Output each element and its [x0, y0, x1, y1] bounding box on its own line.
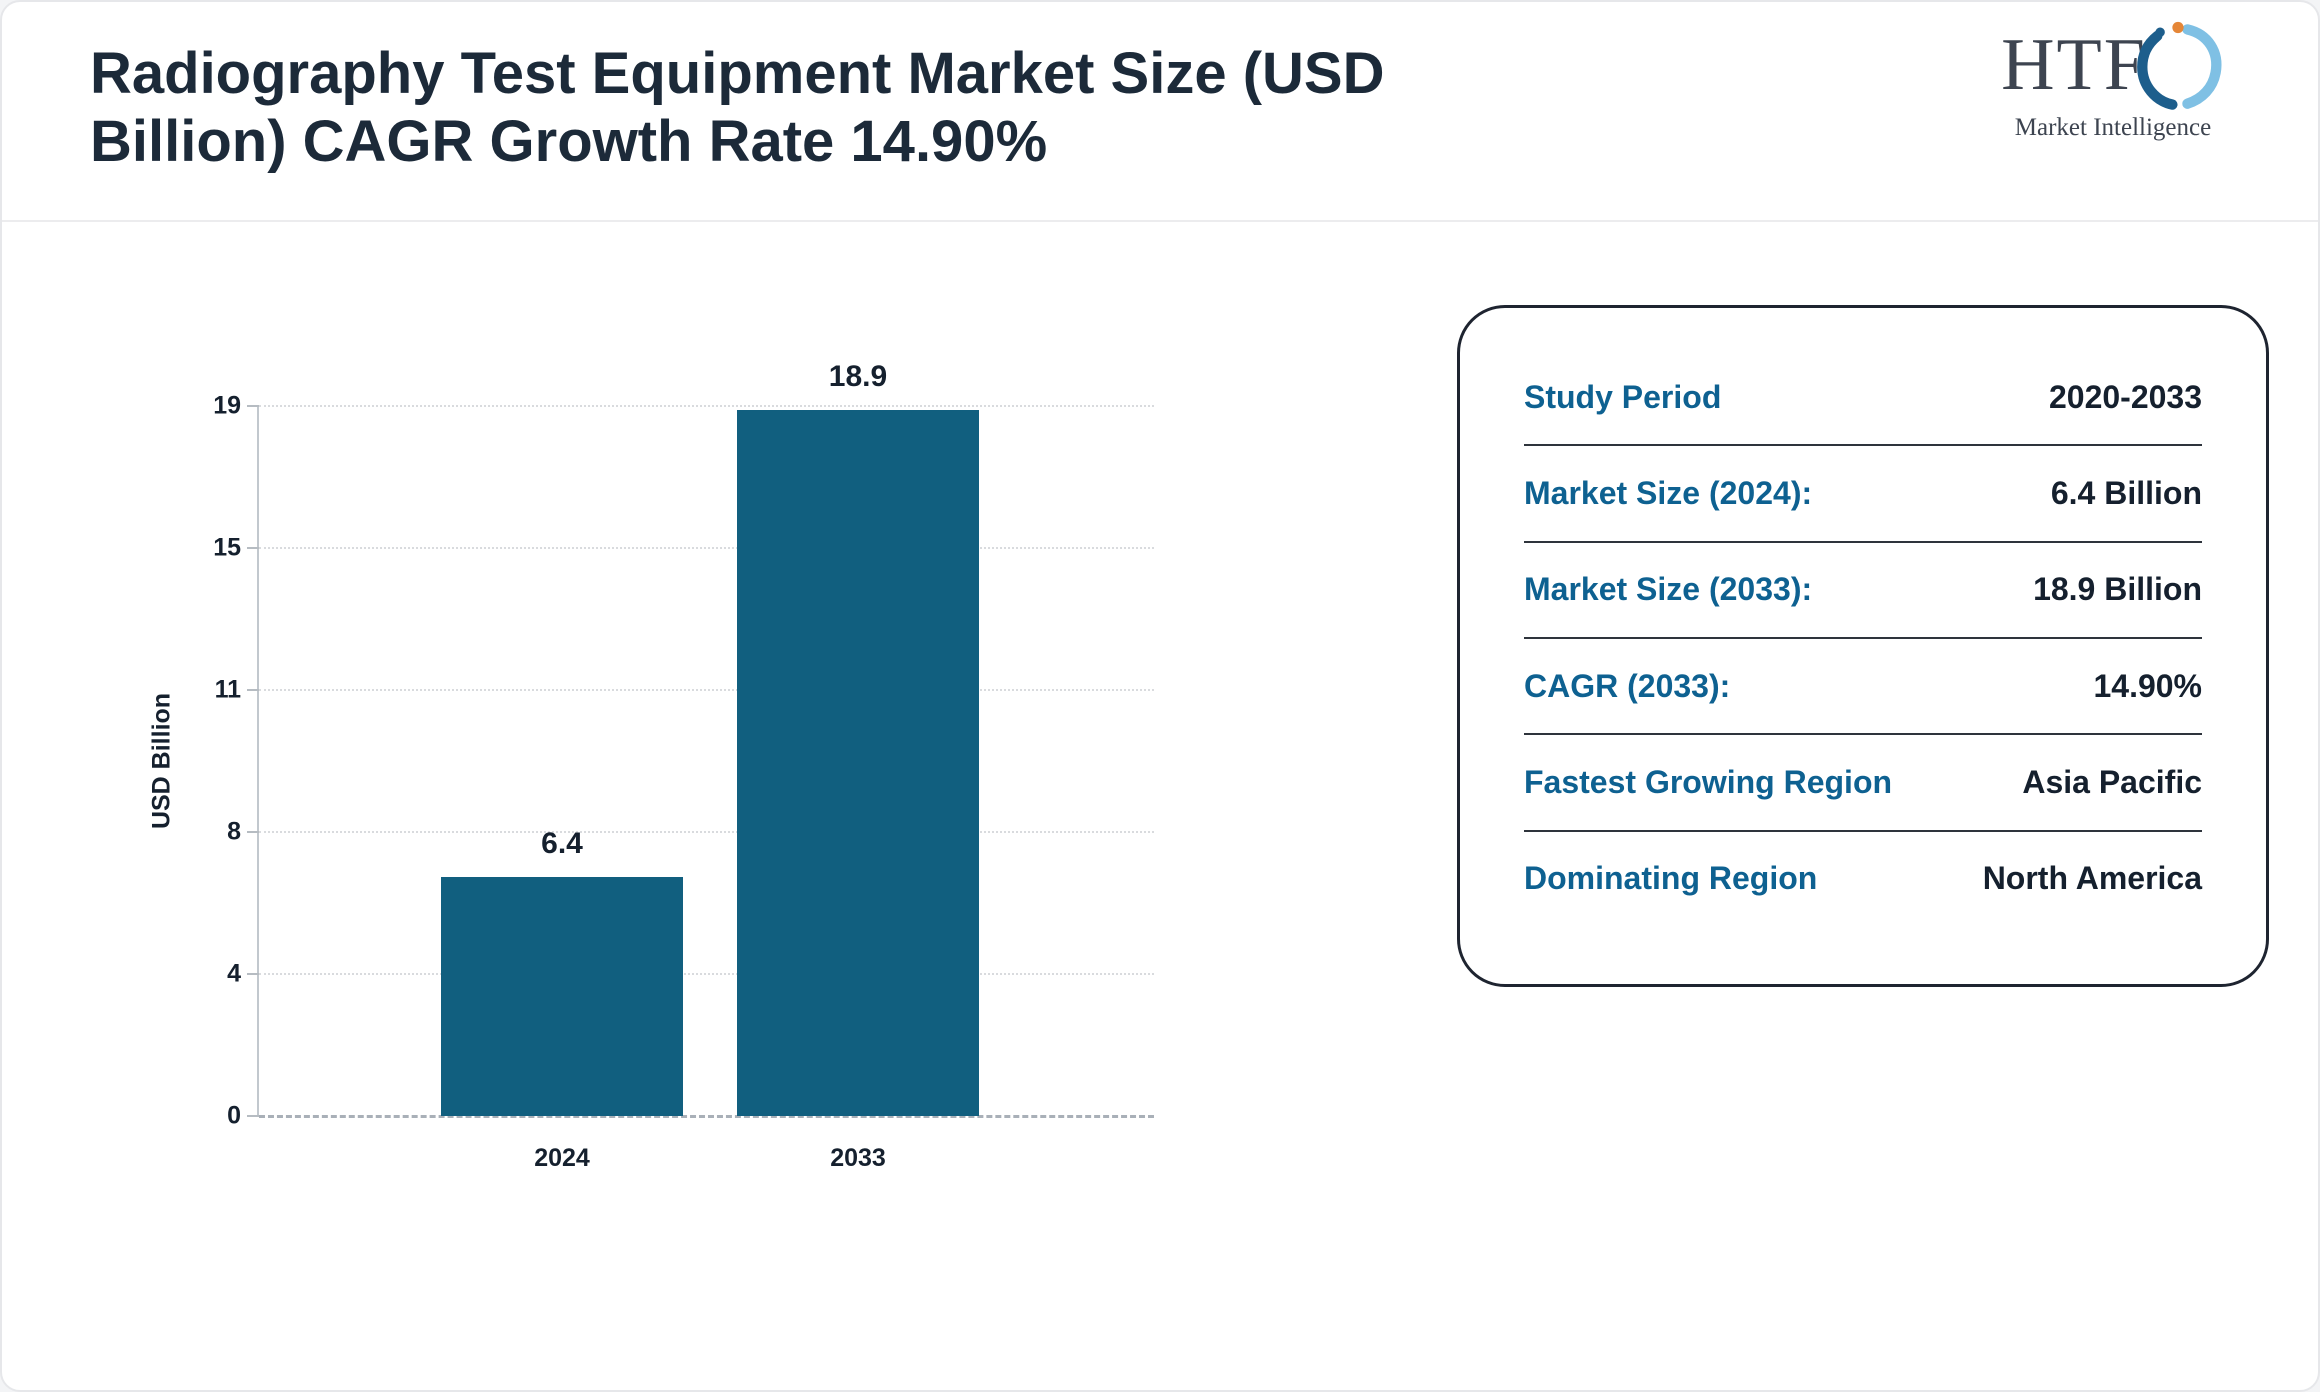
panel-row-value: 18.9 Billion [2033, 571, 2202, 608]
panel-row-value: Asia Pacific [2022, 763, 2202, 800]
panel-row: Market Size (2024): 6.4 Billion [1524, 446, 2202, 543]
y-tick-label: 4 [227, 959, 241, 988]
y-tick-label: 8 [227, 817, 241, 846]
panel-row: Dominating Region North America [1524, 832, 2202, 926]
panel-row: CAGR (2033): 14.90% [1524, 639, 2202, 736]
y-axis-title: USD Billion [147, 692, 176, 830]
summary-panel: Study Period 2020-2033 Market Size (2024):… [1457, 305, 2269, 987]
logo-swirl-icon [2137, 21, 2222, 110]
panel-row-value: 2020-2033 [2048, 378, 2202, 415]
panel-row-label: Market Size (2033): [1524, 571, 1813, 608]
panel-row-label: Market Size (2024): [1524, 474, 1813, 511]
panel-row: Study Period 2020-2033 [1524, 350, 2202, 447]
panel-row-value: North America [1982, 860, 2202, 897]
gridline [259, 547, 1154, 549]
y-tick-label: 15 [213, 533, 241, 562]
summary-rows: Study Period 2020-2033 Market Size (2024):… [1524, 350, 2202, 926]
panel-row: Fastest Growing Region Asia Pacific [1524, 735, 2202, 832]
x-tick-label: 2033 [830, 1144, 886, 1172]
bar-value-label: 6.4 [541, 826, 583, 860]
logo-subtext: Market Intelligence [2014, 114, 2212, 141]
y-tick-label: 0 [227, 1101, 241, 1130]
gridline [259, 689, 1154, 691]
y-tick-mark [247, 547, 259, 549]
header-divider [2, 220, 2318, 222]
gridline [259, 1115, 1154, 1118]
y-tick-mark [247, 1115, 259, 1117]
bar-2033 [737, 409, 979, 1116]
y-tick-label: 19 [213, 391, 241, 420]
logo-text: HTF [2001, 24, 2147, 106]
y-tick-label: 11 [214, 675, 241, 704]
bar-2024 [441, 876, 683, 1116]
page-title: Radiography Test Equipment Market Size (… [90, 41, 1385, 175]
y-tick-mark [247, 405, 259, 407]
x-tick-label: 2024 [534, 1144, 590, 1172]
panel-row-value: 6.4 Billion [2050, 474, 2202, 511]
bar-value-label: 18.9 [828, 359, 888, 393]
y-tick-mark [247, 831, 259, 833]
panel-row: Market Size (2033): 18.9 Billion [1524, 543, 2202, 639]
panel-row-value: 14.90% [2093, 667, 2202, 704]
panel-row-label: Study Period [1524, 378, 1722, 415]
gridline [259, 831, 1154, 833]
panel-row-label: Fastest Growing Region [1524, 763, 1893, 800]
gridline [259, 973, 1154, 975]
logo-row: HTF [1968, 21, 2258, 114]
y-tick-mark [247, 689, 259, 691]
htf-logo: HTF Market Intelligence [1968, 21, 2258, 142]
panel-row-label: CAGR (2033): [1524, 667, 1731, 704]
y-tick-mark [247, 973, 259, 975]
bar-chart: 0 4 8 11 15 19 6.4 2024 18.9 2033 [213, 360, 1154, 1172]
gridline [259, 405, 1154, 407]
panel-row-label: Dominating Region [1524, 860, 1818, 897]
